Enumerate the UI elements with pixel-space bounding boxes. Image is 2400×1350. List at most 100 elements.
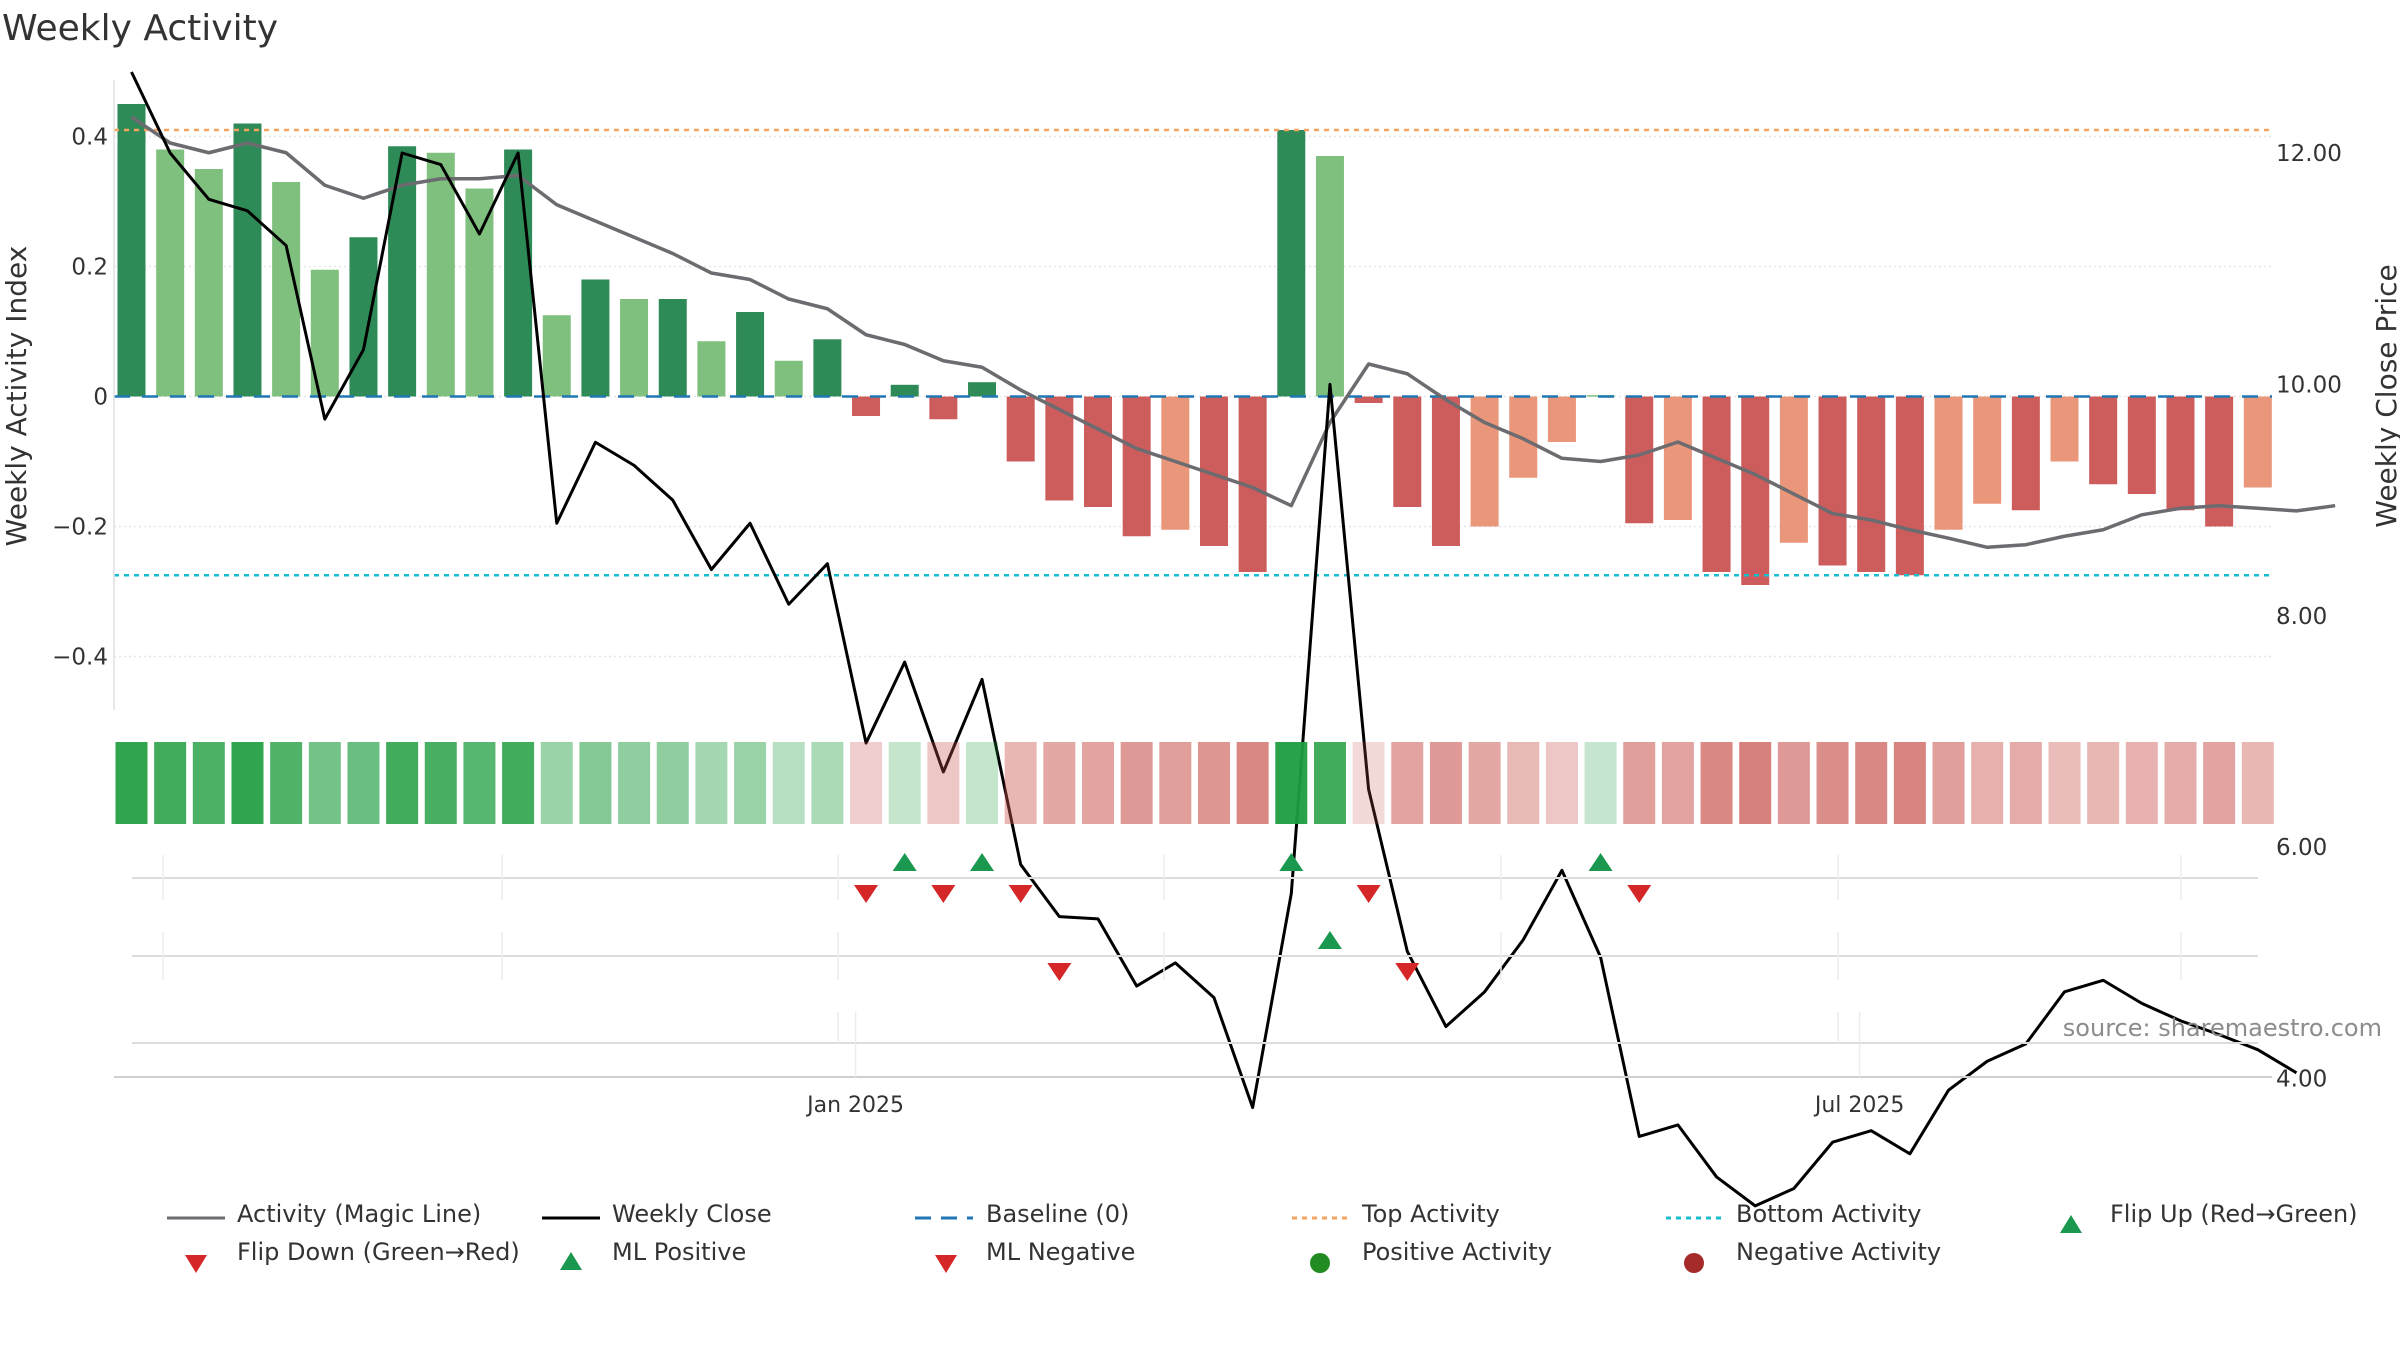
heat-strip-cell [579,742,612,824]
legend-marker-flip-up [2060,1215,2082,1233]
y2-axis-title: Weekly Close Price [2370,264,2400,527]
heat-strip-cell [850,742,883,824]
activity-bar [929,396,958,420]
reference-lines [114,128,2272,577]
activity-bar [774,360,803,397]
heat-strip-cell [424,742,457,824]
heat-strip-cell [1777,742,1810,824]
y2-tick-label: 8.00 [2276,604,2327,630]
legend-marker-close [542,1216,600,1220]
activity-bar [1818,396,1847,566]
heat-strip-cell [888,742,921,824]
heat-strip-cell [927,742,960,824]
legend-marker-flip-down [185,1255,207,1273]
activity-bar [697,341,726,397]
legend-label-magic: Activity (Magic Line) [237,1200,482,1228]
heat-strip-cell [772,742,805,824]
flip-up-marker [970,853,995,871]
flip-up-marker [1279,853,1304,871]
heat-strip-cell [2241,742,2274,824]
legend-label-ml-positive: ML Positive [612,1238,747,1266]
series-lines [130,71,2336,1208]
legend-label-flip-up: Flip Up (Red→Green) [2110,1200,2358,1228]
legend-label-baseline: Baseline (0) [986,1200,1130,1228]
heat-strip-cell [2009,742,2042,824]
activity-bar [1277,130,1306,397]
activity-bar [813,339,842,397]
flip-down-marker [931,885,956,903]
activity-bar [1045,396,1074,501]
activity-bar [2050,396,2079,462]
activity-bar [1547,396,1576,442]
activity-bar [2166,396,2195,511]
activity-bars [117,104,2272,585]
flip-down-marker [1627,885,1652,903]
flip-up-marker [1588,853,1613,871]
legend-label-flip-down: Flip Down (Green→Red) [237,1238,520,1266]
heat-strip-cell [1623,742,1656,824]
activity-bar [1779,396,1808,543]
heat-strip-cell [1043,742,1076,824]
activity-bar [2011,396,2040,511]
activity-bar [1857,396,1886,572]
heat-strip-cell [154,742,187,824]
y2-tick-label: 6.00 [2276,835,2327,861]
heat-strip-cell [1004,742,1037,824]
ml-negative-marker [1395,963,1420,981]
flip-down-marker [1356,885,1381,903]
heat-strip-cell [231,742,264,824]
legend-marker-magic [167,1216,225,1220]
heat-strip-cell [695,742,728,824]
activity-bar [194,169,223,397]
heat-strip-cell [1584,742,1617,824]
heat-strip-cell [540,742,573,824]
legend-label-negative-activity: Negative Activity [1736,1238,1942,1266]
activity-bar [1625,396,1654,524]
activity-bar [1895,396,1924,576]
legend-marker-baseline [915,1216,973,1220]
heat-strip-cell [2164,742,2197,824]
legend-marker-negative-activity [1684,1253,1704,1273]
heat-strip-cell [966,742,999,824]
heat-strip-cell [734,742,767,824]
heat-strip-cell [1739,742,1772,824]
heat-strip-cell [1932,742,1965,824]
activity-bar [1741,396,1770,585]
heat-strip-cell [1545,742,1578,824]
y-axis-title: Weekly Activity Index [0,246,33,547]
heat-strip-cell [1391,742,1424,824]
heat-strip-cell [1352,742,1385,824]
heat-strip-cell [1893,742,1926,824]
heat-strip-cell [1159,742,1192,824]
activity-heat-strip [115,742,2274,824]
legend-marker-positive-activity [1310,1253,1330,1273]
flip-down-marker [1008,885,1033,903]
activity-bar [890,384,919,397]
y-tick-label: 0 [93,385,108,411]
activity-bar [2089,396,2118,485]
activity-bar [233,123,262,397]
heat-strip-cell [1816,742,1849,824]
activity-bar [1122,396,1151,537]
x-tick-label: Jul 2025 [1813,1093,1905,1118]
heat-strip-cell [1236,742,1269,824]
activity-bar [1934,396,1963,530]
heat-strip-cell [1507,742,1540,824]
activity-bar [581,279,610,397]
activity-bar [1663,396,1692,520]
y2-tick-label: 10.00 [2276,372,2342,398]
heat-strip-cell [1429,742,1462,824]
heat-strip-cell [811,742,844,824]
heat-strip-cell [2048,742,2081,824]
activity-bar [465,188,494,397]
activity-bar [1354,396,1383,403]
flip-down-marker [854,885,879,903]
legend: Activity (Magic Line) Weekly Close Basel… [0,1200,2400,1280]
heat-strip-cell [192,742,225,824]
activity-bar [2127,396,2156,494]
legend-label-ml-negative: ML Negative [986,1238,1136,1266]
source-credit: source: sharemaestro.com [2062,1014,2382,1042]
activity-bar [156,149,185,397]
chart-title: Weekly Activity [2,8,279,49]
activity-bar [117,104,146,397]
